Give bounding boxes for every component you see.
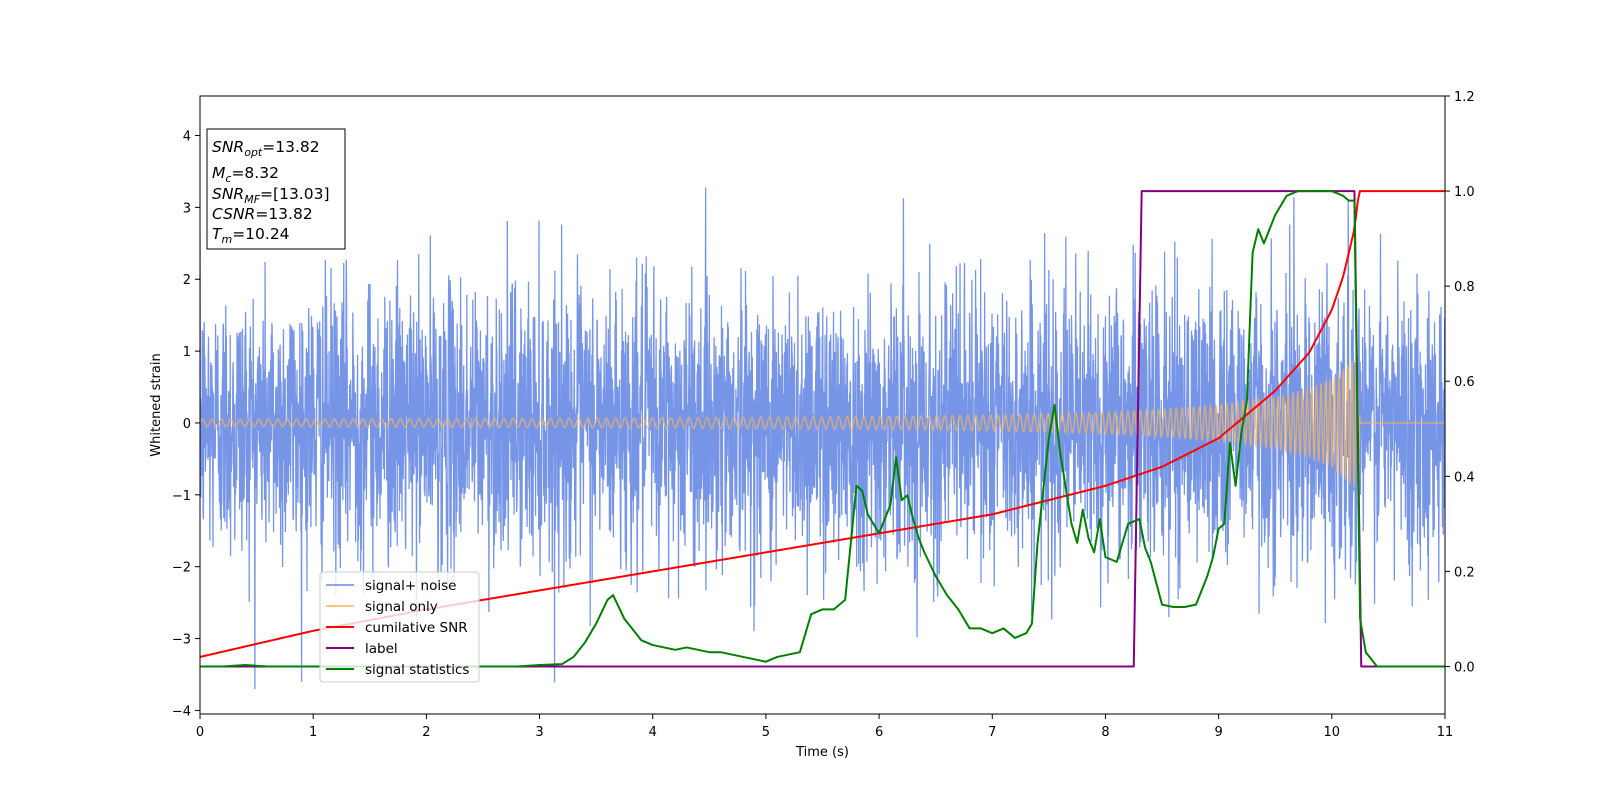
x-tick-label: 4 [649,725,657,740]
y-tick-label: −4 [172,704,191,719]
x-tick-label: 3 [535,725,543,740]
y2-tick-label: 0.4 [1454,470,1475,485]
x-tick-label: 7 [988,725,996,740]
legend-label: label [365,641,398,657]
info-line-value: =10.24 [232,225,289,243]
info-line: SNRopt=13.82 [212,138,320,159]
x-tick-label: 5 [762,725,770,740]
y-tick-label: 0 [183,417,191,432]
info-line-value: =13.82 [262,138,319,156]
info-line-subscript: c [225,172,231,185]
info-line-value: =13.82 [255,205,312,223]
y2-tick-label: 0.2 [1454,565,1475,580]
info-line-symbol: M [212,164,225,182]
series-signal-only [200,355,1445,494]
info-line-subscript: opt [244,146,263,159]
legend: signal+ noise signal only cumilative SNR la… [319,571,480,683]
y2-tick-label: 0.8 [1454,280,1475,295]
info-line: SNRMF=[13.03] [212,185,330,206]
info-line-value: =[13.03] [260,185,329,203]
x-tick-label: 1 [309,725,317,740]
x-tick-label: 11 [1437,725,1454,740]
label-line [200,190,1445,668]
plot-frame [199,95,1446,715]
y-tick-label: −1 [172,489,191,504]
y-tick-label: −3 [172,633,191,648]
y-tick-label: 4 [183,130,191,145]
info-box: SNRopt=13.82Mc=8.32SNRMF=[13.03]CSNR=13.… [206,128,346,250]
signal-only-line [200,355,1445,494]
x-axis-label: Time (s) [795,745,849,760]
y-tick-label: 3 [183,201,191,216]
x-tick-label: 2 [422,725,430,740]
x-tick-label: 9 [1214,725,1222,740]
legend-label: signal only [365,599,438,615]
y-axis-label: Whitened strain [149,353,164,456]
info-line: Mc=8.32 [212,164,279,185]
info-line: Tm=10.24 [212,225,290,246]
info-line: CSNR=13.82 [212,205,313,223]
x-tick-label: 10 [1324,725,1341,740]
info-line-symbol: SNR [212,138,244,156]
info-line-symbol: SNR [212,185,244,203]
info-box-frame [206,128,346,250]
legend-label: signal+ noise [365,578,456,594]
y2-tick-label: 1.0 [1454,185,1475,200]
y-tick-label: 2 [183,273,191,288]
info-line-symbol: T [212,225,223,243]
info-line-symbol: CSNR [212,205,255,223]
signal-statistics-line [200,190,1445,668]
x-tick-label: 6 [875,725,883,740]
y2-tick-label: 1.2 [1454,90,1475,105]
info-line-value: =8.32 [231,164,279,182]
y2-tick-label: 0.0 [1454,660,1475,675]
y2-tick-label: 0.6 [1454,375,1475,390]
y-tick-label: −2 [172,561,191,576]
y-tick-label: 1 [183,345,191,360]
legend-frame [319,571,480,683]
legend-label: cumilative SNR [365,620,468,636]
info-line-subscript: MF [244,193,260,206]
info-line-subscript: m [221,233,232,246]
legend-label: signal statistics [365,662,469,678]
x-tick-label: 8 [1101,725,1109,740]
axes: 0 1 2 3 4 5 6 7 8 9 10 11 −4 −3 −2 −1 0 1 2 3 4 0.0 0.2 0.4 0.6 0… [149,90,1475,760]
x-tick-label: 0 [196,725,204,740]
